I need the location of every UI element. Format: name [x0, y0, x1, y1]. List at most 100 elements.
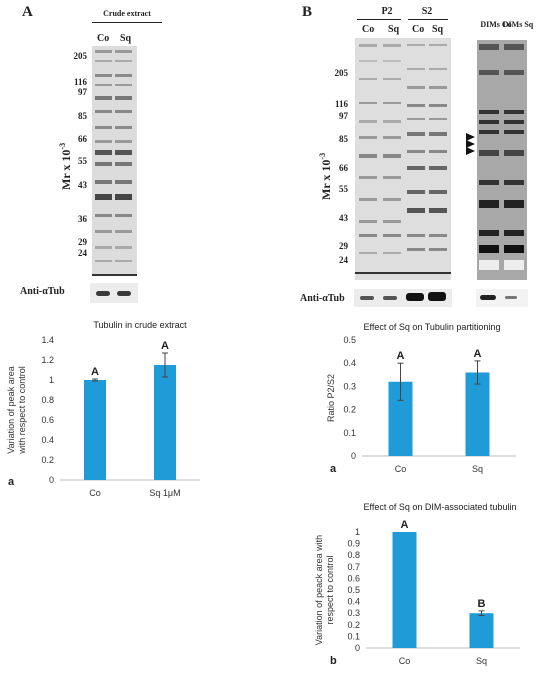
gel-band — [95, 162, 112, 166]
gel-lane — [504, 40, 524, 280]
panel-b-dims-sq: DIMs Sq — [502, 20, 534, 29]
blot-band — [480, 295, 496, 300]
panel-a-gel — [92, 46, 137, 274]
y-tick-label: 0.5 — [347, 585, 360, 595]
gel-band — [95, 260, 112, 262]
y-tick-label: 0.8 — [347, 550, 360, 560]
gel-band — [115, 194, 132, 200]
gel-band — [95, 96, 112, 100]
panel-b-mw-marker: 29 — [339, 241, 348, 251]
y-tick-label: 0.1 — [343, 428, 356, 438]
y-tick-label: 0.7 — [347, 562, 360, 572]
gel-lane — [95, 46, 112, 274]
y-tick-label: 0 — [351, 451, 356, 461]
panel-a-mw-marker: 97 — [78, 87, 87, 97]
panel-a-mw-marker: 66 — [78, 134, 87, 144]
gel-band — [359, 176, 377, 179]
gel-band — [359, 78, 377, 80]
category-label: Sq — [472, 464, 483, 474]
gel-band — [95, 194, 112, 200]
bar — [392, 532, 417, 648]
chart-2: 0 0.1 0.2 0.3 0.4 0.5 Ratio P2/S2 A Co A Sq a — [326, 335, 516, 475]
gel-band — [95, 74, 112, 77]
panel-b-mw-marker: 116 — [334, 99, 348, 109]
gel-band — [383, 154, 401, 158]
panel-b-dims-co: DIMs Co — [480, 20, 512, 29]
gel-band — [407, 86, 425, 89]
gel-band — [429, 150, 447, 153]
panel-b-dims-gel — [477, 40, 527, 280]
panel-b-letter: B — [302, 4, 313, 20]
y-tick-label: 0.4 — [343, 358, 356, 368]
panel-a-mw-marker: 205 — [73, 51, 88, 61]
gel-band — [429, 208, 447, 213]
y-tick-label: 1.2 — [41, 355, 54, 365]
gel-band — [479, 200, 499, 208]
gel-band — [429, 86, 447, 89]
gel-band — [479, 150, 499, 156]
panel-b-mw-marker: 97 — [339, 111, 348, 121]
panel-a-mw-marker: 85 — [78, 111, 87, 121]
arrow-marker — [466, 140, 475, 148]
gel-band — [115, 50, 132, 53]
y-tick-label: 0.4 — [41, 435, 54, 445]
chart-1: 0 0.2 0.4 0.6 0.8 1 1.2 1.4 Variation of peak ar… — [6, 335, 200, 498]
gel-band — [383, 198, 401, 201]
gel-band — [504, 260, 524, 270]
gel-band — [383, 136, 401, 139]
gel-band — [115, 180, 132, 184]
gel-band — [479, 120, 499, 124]
gel-band — [504, 230, 524, 236]
category-label: Co — [89, 488, 101, 498]
category-label: Co — [399, 656, 411, 666]
y-tick-label: 0.2 — [343, 405, 356, 415]
gel-lane — [359, 38, 377, 280]
gel-band — [359, 198, 377, 201]
bar — [465, 372, 490, 456]
gel-band — [479, 180, 499, 185]
gel-band — [504, 200, 524, 208]
gel-band — [359, 102, 377, 104]
panel-b-dims-blot — [476, 289, 528, 307]
blot-band — [360, 296, 374, 300]
category-label: Sq — [476, 656, 487, 666]
gel-band — [504, 150, 524, 156]
gel-band — [359, 44, 377, 47]
gel-band — [429, 166, 447, 170]
gel-band — [115, 162, 132, 166]
gel-band — [115, 230, 132, 233]
panel-b-mw-marker: 66 — [339, 163, 348, 173]
chart-1-title: Tubulin in crude extract — [93, 320, 187, 330]
panel-a-mw-marker: 43 — [78, 180, 87, 190]
gel-band — [359, 60, 377, 62]
gel-band — [504, 44, 524, 50]
gel-band — [115, 84, 132, 86]
y-tick-label: 0.1 — [347, 631, 360, 641]
gel-band — [115, 214, 132, 217]
significance-letter: A — [161, 340, 169, 352]
panel-b-mw-marker: 85 — [339, 134, 348, 144]
gel-band — [383, 60, 401, 62]
gel-band — [479, 44, 499, 50]
significance-letter: B — [478, 598, 486, 610]
gel-band — [429, 190, 447, 194]
gel-band — [359, 136, 377, 139]
gel-band — [479, 130, 499, 134]
y-axis-label: with respect to control — [17, 366, 27, 455]
significance-letter: A — [474, 348, 482, 360]
gel-band — [407, 44, 425, 46]
gel-band — [383, 102, 401, 104]
panel-b-header-p2: P2 — [381, 6, 393, 17]
gel-band — [407, 68, 425, 70]
gel-band — [429, 44, 447, 46]
y-tick-label: 0.6 — [41, 415, 54, 425]
gel-band — [95, 246, 112, 249]
panel-b-blot — [354, 289, 452, 307]
y-tick-label: 0.3 — [347, 608, 360, 618]
gel-band — [115, 60, 132, 62]
panel-b-mw-marker: 205 — [334, 68, 349, 78]
panel-a-mw-marker: 24 — [78, 248, 87, 258]
gel-band — [383, 44, 401, 47]
gel-lane — [407, 38, 425, 280]
gel-band — [407, 234, 425, 237]
